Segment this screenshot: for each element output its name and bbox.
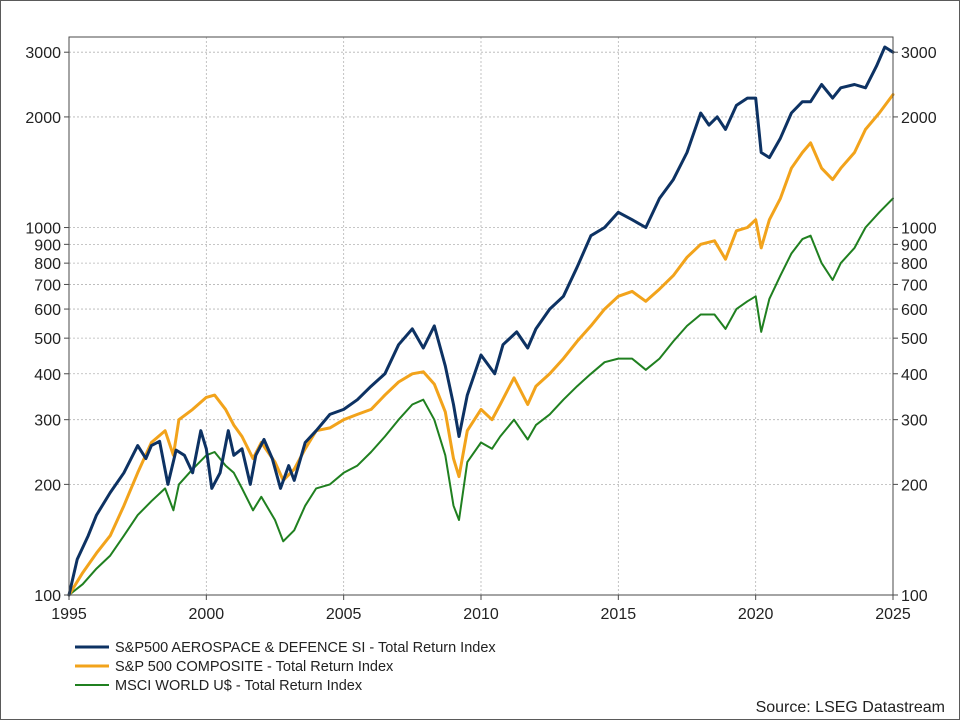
y-tick-label-right: 400 xyxy=(901,367,928,384)
y-tick-label-right: 800 xyxy=(901,256,928,273)
y-tick-label-right: 3000 xyxy=(901,45,937,62)
y-tick-label-left: 700 xyxy=(34,277,61,294)
y-tick-label-left: 900 xyxy=(34,237,61,254)
series-line-2 xyxy=(67,93,895,597)
y-tick-label-left: 200 xyxy=(34,477,61,494)
y-tick-label-left: 100 xyxy=(34,588,61,605)
x-tick-label: 2000 xyxy=(189,606,225,623)
y-tick-label-left: 1000 xyxy=(25,221,61,238)
x-tick-label: 2010 xyxy=(463,606,499,623)
y-tick-label-left: 400 xyxy=(34,367,61,384)
y-tick-label-left: 2000 xyxy=(25,110,61,127)
x-tick-label: 2015 xyxy=(601,606,637,623)
y-tick-label-right: 500 xyxy=(901,331,928,348)
series-line-1 xyxy=(67,45,895,597)
y-tick-label-right: 900 xyxy=(901,237,928,254)
legend-label-2: S&P 500 COMPOSITE - Total Return Index xyxy=(115,659,394,675)
y-tick-label-right: 200 xyxy=(901,477,928,494)
y-tick-label-left: 500 xyxy=(34,331,61,348)
y-tick-label-left: 3000 xyxy=(25,45,61,62)
y-tick-label-left: 300 xyxy=(34,413,61,430)
x-tick-label: 2025 xyxy=(875,606,911,623)
plot-area-border xyxy=(68,36,894,596)
legend-label-3: MSCI WORLD U$ - Total Return Index xyxy=(115,678,363,694)
y-tick-label-right: 700 xyxy=(901,277,928,294)
y-tick-label-right: 1000 xyxy=(901,221,937,238)
legend: S&P500 AEROSPACE & DEFENCE SI - Total Re… xyxy=(75,640,496,694)
y-tick-label-right: 600 xyxy=(901,302,928,319)
x-tick-label: 1995 xyxy=(51,606,87,623)
y-tick-label-right: 100 xyxy=(901,588,928,605)
source-label: Source: LSEG Datastream xyxy=(756,699,945,716)
x-tick-label: 2020 xyxy=(738,606,774,623)
grid xyxy=(68,37,894,596)
legend-label-1: S&P500 AEROSPACE & DEFENCE SI - Total Re… xyxy=(115,640,496,656)
series-group xyxy=(67,45,895,597)
y-tick-label-left: 600 xyxy=(34,302,61,319)
y-tick-label-left: 800 xyxy=(34,256,61,273)
x-tick-label: 2005 xyxy=(326,606,362,623)
y-tick-label-right: 2000 xyxy=(901,110,937,127)
axes: 100 100 200 200 300 300 400 400 500 500 600 600 700 7… xyxy=(25,45,936,623)
y-tick-label-right: 300 xyxy=(901,413,928,430)
series-line-3 xyxy=(68,197,894,596)
